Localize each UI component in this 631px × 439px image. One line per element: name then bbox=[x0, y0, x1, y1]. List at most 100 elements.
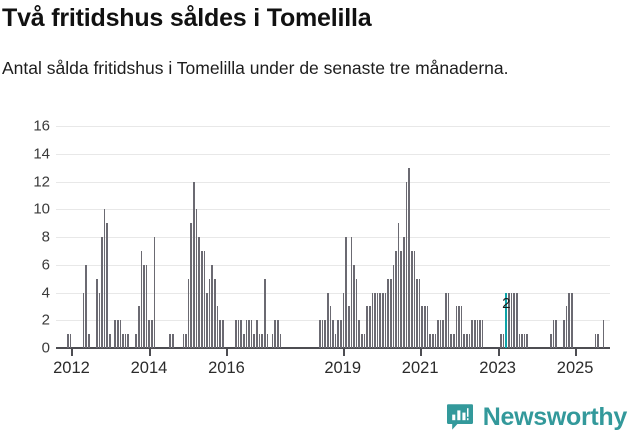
x-axis-tick bbox=[226, 348, 229, 356]
bar bbox=[221, 320, 224, 348]
bar bbox=[568, 292, 571, 348]
gridline bbox=[56, 264, 610, 266]
bar bbox=[187, 278, 190, 348]
bar bbox=[460, 306, 463, 348]
gridline bbox=[56, 126, 610, 127]
page-subtitle: Antal sålda fritidshus i Tomelilla under… bbox=[2, 58, 509, 78]
bar bbox=[597, 334, 599, 348]
bar-value-label: 2 bbox=[502, 295, 511, 313]
bar bbox=[523, 334, 526, 348]
bar bbox=[109, 334, 111, 348]
bar bbox=[363, 334, 366, 348]
y-axis-tick-label: 0 bbox=[41, 339, 50, 357]
bar bbox=[434, 334, 437, 348]
bar bbox=[555, 320, 557, 348]
bar bbox=[119, 320, 122, 348]
bar bbox=[135, 334, 137, 348]
y-axis-tick-label: 14 bbox=[33, 145, 50, 163]
x-axis-tick-label: 2012 bbox=[53, 359, 90, 377]
bar bbox=[106, 223, 108, 348]
bar bbox=[445, 292, 447, 348]
bar bbox=[258, 334, 261, 348]
bar bbox=[153, 237, 156, 348]
bar bbox=[368, 306, 371, 348]
bar bbox=[337, 320, 340, 348]
bar bbox=[250, 320, 253, 348]
bar bbox=[69, 334, 72, 348]
bar bbox=[253, 334, 256, 348]
bar bbox=[116, 320, 119, 348]
x-axis-tick bbox=[575, 348, 578, 356]
bar bbox=[329, 306, 332, 348]
gridline bbox=[56, 153, 610, 155]
bar bbox=[334, 334, 337, 348]
footer-branding: Newsworthy bbox=[446, 403, 627, 431]
bar-chart-speech-bubble-icon bbox=[446, 403, 474, 431]
bar bbox=[347, 306, 350, 348]
bar bbox=[379, 292, 382, 348]
bar bbox=[429, 334, 431, 348]
bar bbox=[124, 334, 127, 348]
bar bbox=[219, 320, 221, 348]
bar bbox=[235, 320, 237, 348]
bar bbox=[450, 334, 452, 348]
x-axis-tick-label: 2025 bbox=[556, 359, 594, 377]
bar bbox=[271, 334, 274, 348]
y-axis-tick-label: 12 bbox=[33, 173, 50, 190]
bar bbox=[190, 223, 193, 348]
bar bbox=[565, 306, 568, 348]
bar bbox=[237, 320, 240, 348]
bar bbox=[442, 320, 445, 348]
bar bbox=[571, 292, 573, 348]
bar bbox=[148, 320, 151, 348]
x-axis-tick-label: 2019 bbox=[324, 359, 362, 377]
bar bbox=[145, 264, 148, 348]
bar bbox=[208, 278, 211, 348]
bar bbox=[342, 292, 345, 348]
bar bbox=[602, 320, 605, 348]
bar bbox=[424, 306, 426, 348]
x-axis-tick bbox=[71, 348, 74, 356]
page-title: Två fritidshus såldes i Tomelilla bbox=[2, 4, 372, 32]
bar bbox=[473, 320, 476, 348]
bar bbox=[452, 334, 455, 348]
bar bbox=[513, 292, 515, 348]
bar bbox=[397, 223, 400, 348]
bar bbox=[550, 334, 552, 348]
bar bbox=[431, 334, 434, 348]
bar bbox=[518, 334, 521, 348]
bar bbox=[510, 292, 513, 348]
bar bbox=[353, 264, 355, 348]
bar bbox=[198, 237, 200, 348]
bar bbox=[439, 320, 442, 348]
x-axis-tick bbox=[420, 348, 423, 356]
bar bbox=[127, 334, 129, 348]
bar bbox=[103, 209, 106, 348]
bar bbox=[203, 250, 206, 348]
bar bbox=[256, 320, 258, 348]
bar bbox=[95, 278, 98, 348]
x-axis-tick-label: 2021 bbox=[401, 359, 439, 377]
bar bbox=[389, 278, 392, 348]
bar bbox=[508, 292, 510, 348]
bar bbox=[403, 237, 405, 348]
bar bbox=[266, 334, 269, 348]
bar bbox=[387, 278, 389, 348]
highlighted-bar bbox=[505, 292, 508, 348]
bar bbox=[242, 334, 245, 348]
bar bbox=[400, 250, 403, 348]
bar bbox=[405, 181, 408, 348]
x-axis-tick bbox=[497, 348, 500, 356]
bar bbox=[374, 292, 376, 348]
bar bbox=[515, 292, 518, 348]
bar bbox=[277, 320, 279, 348]
x-axis-tick-label: 2014 bbox=[130, 359, 168, 377]
bar bbox=[261, 334, 263, 348]
bar bbox=[418, 278, 421, 348]
bar bbox=[455, 306, 458, 348]
bar bbox=[85, 264, 87, 348]
bar bbox=[502, 334, 505, 348]
bar bbox=[319, 320, 321, 348]
bar bbox=[211, 264, 214, 348]
bar bbox=[248, 320, 250, 348]
